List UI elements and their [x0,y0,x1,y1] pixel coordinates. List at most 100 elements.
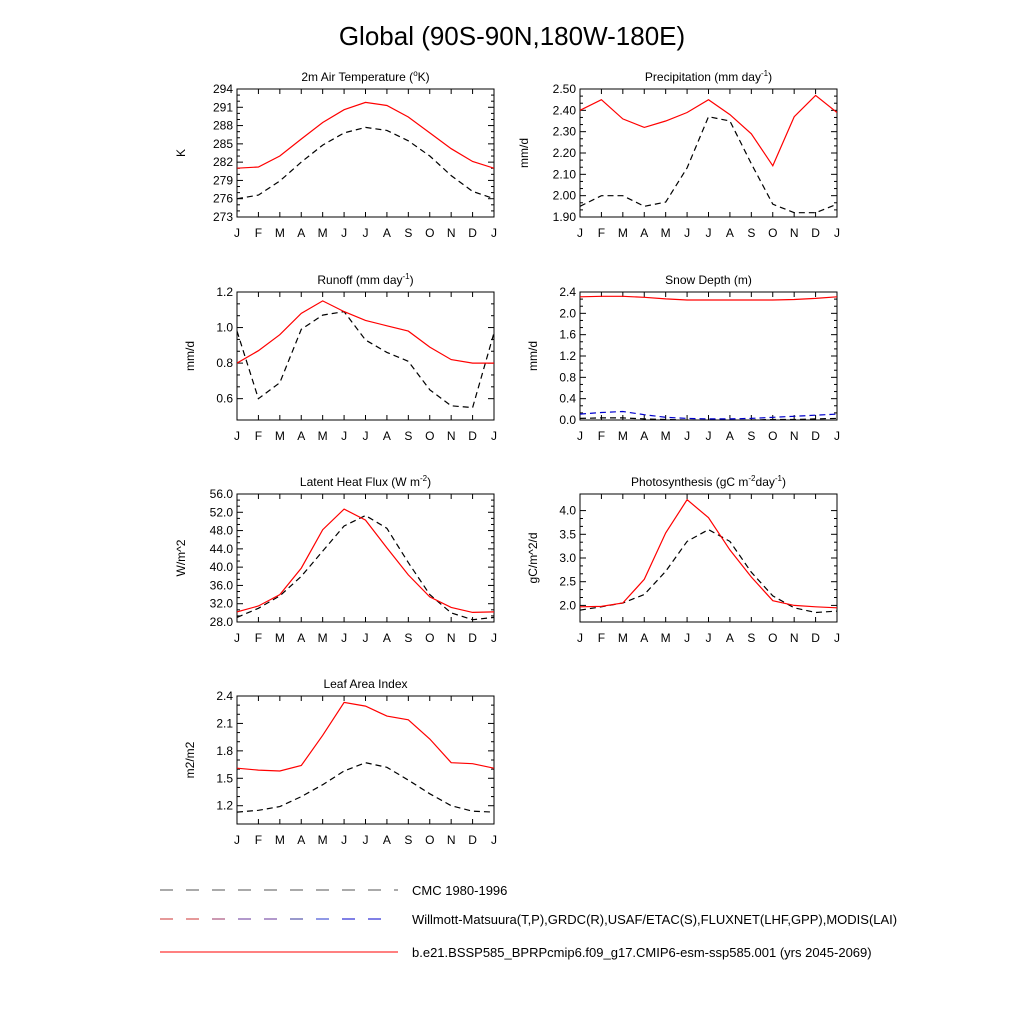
panel-1: 2m Air Temperature (oK)J F M A M J J A S O N D J2942… [174,69,497,240]
panel-title: Photosynthesis (gC m-2day-1) [631,474,786,489]
x-tick-label: O [768,429,777,443]
y-axis-label: m2/m2 [183,741,197,778]
y-axis-label: W/m^2 [174,539,188,576]
x-tick-label: N [790,429,799,443]
panel-title: Leaf Area Index [323,677,407,691]
x-tick-label: J [834,226,840,240]
x-tick-label: J [706,429,712,443]
series-obs-line [580,410,837,420]
panel-4: Snow Depth (m)J F M A M J J A S O N D J2.42.01.61.20… [526,273,840,443]
main-title: Global (90S-90N,180W-180E) [339,21,685,51]
y-tick-label: 2.20 [553,146,577,160]
x-tick-label: J [341,833,347,847]
x-tick-label: S [404,833,412,847]
x-tick-label: A [297,226,305,240]
y-tick-label: 1.2 [216,799,233,813]
x-tick-label: A [297,429,305,443]
x-tick-label: J [834,631,840,645]
x-tick-label: D [811,226,820,240]
x-tick-label: M [318,631,328,645]
plot-frame [579,88,838,218]
x-tick-label: F [255,631,262,645]
y-tick-label: 32.0 [210,597,234,611]
y-tick-label: 44.0 [210,542,234,556]
x-tick-label: M [275,631,285,645]
x-tick-label: S [747,631,755,645]
x-tick-label: A [640,631,648,645]
plot-frame [236,695,495,825]
x-tick-label: S [404,429,412,443]
y-tick-label: 2.30 [553,125,577,139]
legend-item-1: CMC 1980-1996 [160,883,507,898]
x-tick-label: J [234,833,240,847]
x-tick-label: S [747,226,755,240]
x-tick-label: M [275,429,285,443]
x-tick-label: M [661,226,671,240]
y-tick-label: 273 [213,210,233,224]
y-tick-label: 291 [213,100,233,114]
x-tick-label: A [297,631,305,645]
x-tick-label: F [255,833,262,847]
x-tick-label: M [618,631,628,645]
panels: 2m Air Temperature (oK)J F M A M J J A S O N D J2942… [174,69,840,847]
x-tick-label: N [447,631,456,645]
x-tick-label: J [363,429,369,443]
x-tick-label: A [383,631,391,645]
y-tick-label: 2.40 [553,103,577,117]
x-tick-label: N [790,631,799,645]
y-tick-label: 1.0 [216,321,233,335]
panel-title: Latent Heat Flux (W m-2) [300,474,431,489]
panel-3: Runoff (mm day-1)J F M A M J J A S O N D J1.21.00.80… [183,272,497,443]
x-tick-label: A [726,226,734,240]
panel-5: Latent Heat Flux (W m-2)J F M A M J J A S O N D J56.… [174,474,497,645]
x-tick-label: D [811,631,820,645]
x-tick-label: M [618,429,628,443]
x-tick-label: A [383,429,391,443]
y-axis-label: K [174,149,188,157]
y-tick-label: 282 [213,155,233,169]
x-tick-label: M [661,429,671,443]
y-tick-label: 3.5 [559,527,576,541]
x-tick-label: O [768,226,777,240]
y-tick-label: 0.8 [216,356,233,370]
x-tick-label: J [577,226,583,240]
plot-frame [236,88,495,218]
x-tick-label: J [834,429,840,443]
x-tick-label: S [747,429,755,443]
x-tick-label: J [684,226,690,240]
x-tick-label: F [598,226,605,240]
x-tick-label: J [363,631,369,645]
y-tick-label: 2.00 [553,189,577,203]
x-tick-label: A [640,226,648,240]
x-tick-label: O [768,631,777,645]
x-tick-label: D [468,833,477,847]
x-tick-label: D [811,429,820,443]
y-axis-label: gC/m^2/d [526,533,540,584]
x-tick-label: J [234,429,240,443]
x-tick-label: M [275,226,285,240]
x-tick-label: J [491,833,497,847]
x-tick-label: J [491,631,497,645]
x-tick-label: A [297,833,305,847]
y-tick-label: 56.0 [210,487,234,501]
series-obs-line [580,116,837,214]
panel-2: Precipitation (mm day-1)J F M A M J J A S O N D J2.5… [517,69,840,240]
series-model-line [237,101,494,169]
y-tick-label: 294 [213,82,233,96]
x-tick-label: F [255,429,262,443]
x-tick-label: O [425,833,434,847]
panel-title: Snow Depth (m) [665,273,752,287]
panel-6: Photosynthesis (gC m-2day-1)J F M A M J J A S O N D… [526,474,840,645]
x-tick-label: J [491,429,497,443]
y-tick-label: 1.5 [216,771,233,785]
x-tick-label: J [577,631,583,645]
y-tick-label: 1.2 [559,349,576,363]
y-tick-label: 1.8 [216,744,233,758]
x-tick-label: M [661,631,671,645]
series-obs-line [580,417,837,420]
x-tick-label: A [383,833,391,847]
legend-label: CMC 1980-1996 [412,883,507,898]
y-tick-label: 52.0 [210,505,234,519]
